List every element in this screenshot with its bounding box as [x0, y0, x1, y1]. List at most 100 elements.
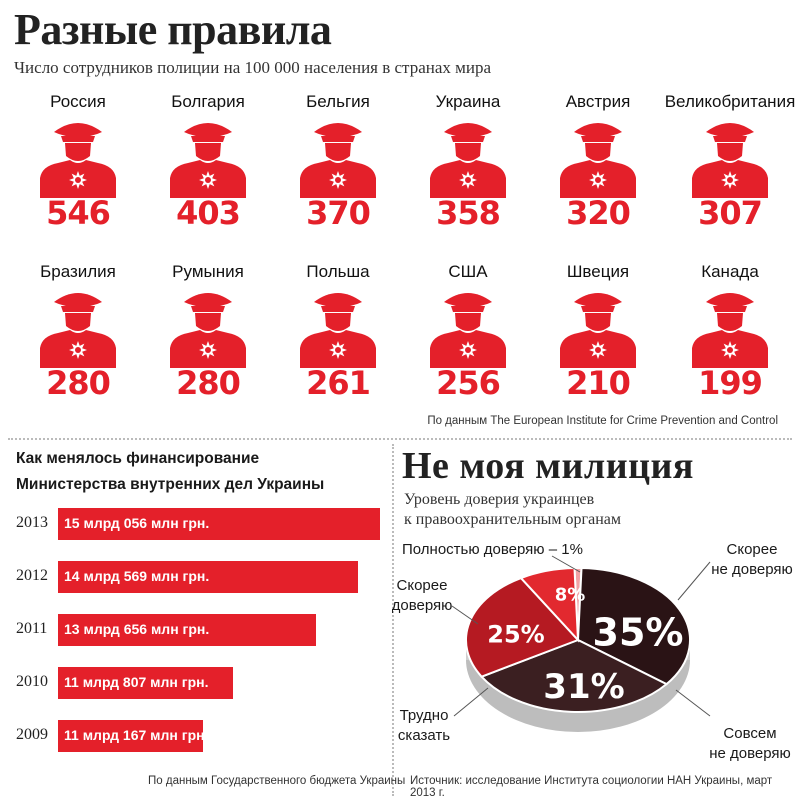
funding-title-line2: Министерства внутренних дел Украины — [16, 476, 325, 493]
pie-slice-value: 25% — [487, 620, 544, 648]
funding-bar — [58, 667, 233, 699]
cap-crown-shape — [444, 293, 492, 307]
police-count-value: 370 — [306, 194, 371, 232]
head-shape — [455, 313, 481, 331]
police-officer-icon — [560, 123, 636, 198]
head-shape — [585, 313, 611, 331]
police-source: По данным The European Institute for Cri… — [427, 415, 778, 427]
cap-crown-shape — [574, 123, 622, 137]
cap-crown-shape — [314, 293, 362, 307]
head-shape — [717, 313, 743, 331]
pie-callout-line — [453, 687, 489, 717]
section-divider-vertical — [392, 444, 394, 796]
pie-callout-line — [675, 689, 711, 717]
cap-band-shape — [451, 306, 485, 312]
funding-row: 2010 11 млрд 807 млн грн. — [0, 667, 390, 699]
head-shape — [195, 313, 221, 331]
cap-crown-shape — [706, 293, 754, 307]
badge-center-dot — [595, 347, 601, 353]
police-count-value: 256 — [436, 364, 501, 402]
head-shape — [65, 143, 91, 161]
pie-callout-line — [451, 605, 479, 625]
pie-slice — [465, 576, 580, 678]
police-country-cell: Румыния 280 — [142, 254, 274, 422]
head-shape — [195, 143, 221, 161]
funding-row: 2012 14 млрд 569 млн грн. — [0, 561, 390, 593]
police-count-value: 546 — [46, 194, 111, 232]
trust-subtitle-line1: Уровень доверия украинцев — [404, 491, 595, 508]
cap-crown-shape — [54, 123, 102, 137]
funding-row: 2011 13 млрд 656 млн грн. — [0, 614, 390, 646]
police-officer-icon — [430, 123, 506, 198]
trust-pie-chart: 35% 31% 25% 8% Полностью доверяю – 1% Скорее н… — [392, 541, 793, 762]
trust-subtitle: Уровень доверия украинцев к правоохранит… — [404, 490, 704, 530]
pie-callout-label: Полностью доверяю – 1% — [402, 541, 583, 558]
police-count-value: 261 — [306, 364, 371, 402]
funding-bar — [58, 720, 203, 752]
cap-band-shape — [321, 306, 355, 312]
badge-center-dot — [205, 347, 211, 353]
cap-crown-shape — [706, 123, 754, 137]
badge-center-dot — [727, 347, 733, 353]
police-count-value: 280 — [176, 364, 241, 402]
cap-band-shape — [581, 306, 615, 312]
funding-row: 2009 11 млрд 167 млн грн. — [0, 720, 390, 752]
police-count-value: 210 — [566, 364, 631, 402]
police-count-value: 358 — [436, 194, 501, 232]
cap-crown-shape — [184, 123, 232, 137]
pie-callout-label: Трудно — [400, 707, 449, 724]
funding-bar-label: 14 млрд 569 млн грн. — [64, 568, 210, 584]
badge-center-dot — [335, 177, 341, 183]
police-count-value: 280 — [46, 364, 111, 402]
police-country-name: Швеция — [566, 262, 630, 281]
police-country-name: Румыния — [172, 262, 244, 281]
cap-band-shape — [451, 136, 485, 142]
police-country-cell: США 256 — [402, 254, 534, 422]
funding-bar-label: 13 млрд 656 млн грн. — [64, 621, 210, 637]
pie-slice-value: 31% — [543, 667, 624, 707]
pie-slice — [519, 567, 580, 643]
police-country-name: Австрия — [565, 92, 631, 111]
cap-band-shape — [191, 306, 225, 312]
police-officer-icon — [300, 123, 376, 198]
funding-year: 2010 — [16, 673, 48, 690]
pie-callout-label: Скорее — [397, 577, 448, 594]
police-country-name: Великобритания — [664, 92, 796, 111]
police-officer-icon — [560, 293, 636, 368]
cap-crown-shape — [444, 123, 492, 137]
cap-crown-shape — [314, 123, 362, 137]
funding-bar-label: 15 млрд 056 млн грн. — [64, 515, 210, 531]
funding-year: 2013 — [16, 514, 48, 531]
funding-title: Как менялось финансирование Министерства… — [16, 446, 376, 498]
police-country-cell: Швеция 210 — [532, 254, 664, 422]
police-count-value: 199 — [698, 364, 763, 402]
funding-bar — [58, 614, 316, 646]
police-country-name: Украина — [435, 92, 501, 111]
head-shape — [585, 143, 611, 161]
funding-bar — [58, 561, 358, 593]
pie-slice — [576, 567, 691, 686]
cap-band-shape — [321, 136, 355, 142]
police-count-value: 320 — [566, 194, 631, 232]
police-officer-icon — [40, 123, 116, 198]
police-officer-icon — [692, 293, 768, 368]
police-country-cell: Канада 199 — [664, 254, 796, 422]
police-country-name: Бельгия — [306, 92, 370, 111]
police-country-name: Бразилия — [40, 262, 116, 281]
pie-slice-value: 35% — [593, 610, 684, 654]
head-shape — [717, 143, 743, 161]
police-country-cell: Украина 358 — [402, 84, 534, 252]
police-count-value: 307 — [698, 194, 763, 232]
badge-center-dot — [335, 347, 341, 353]
funding-bar-label: 11 млрд 807 млн грн. — [64, 674, 209, 690]
badge-center-dot — [465, 347, 471, 353]
cap-crown-shape — [54, 293, 102, 307]
police-officer-icon — [170, 293, 246, 368]
police-country-name: Россия — [50, 92, 106, 111]
funding-year: 2011 — [16, 620, 48, 637]
pie-slice — [479, 638, 669, 713]
pie-callout-label: не доверяю — [711, 561, 793, 578]
funding-bar-label: 11 млрд 167 млн грн. — [64, 727, 209, 743]
police-officer-icon — [300, 293, 376, 368]
police-country-cell: Бразилия 280 — [12, 254, 144, 422]
